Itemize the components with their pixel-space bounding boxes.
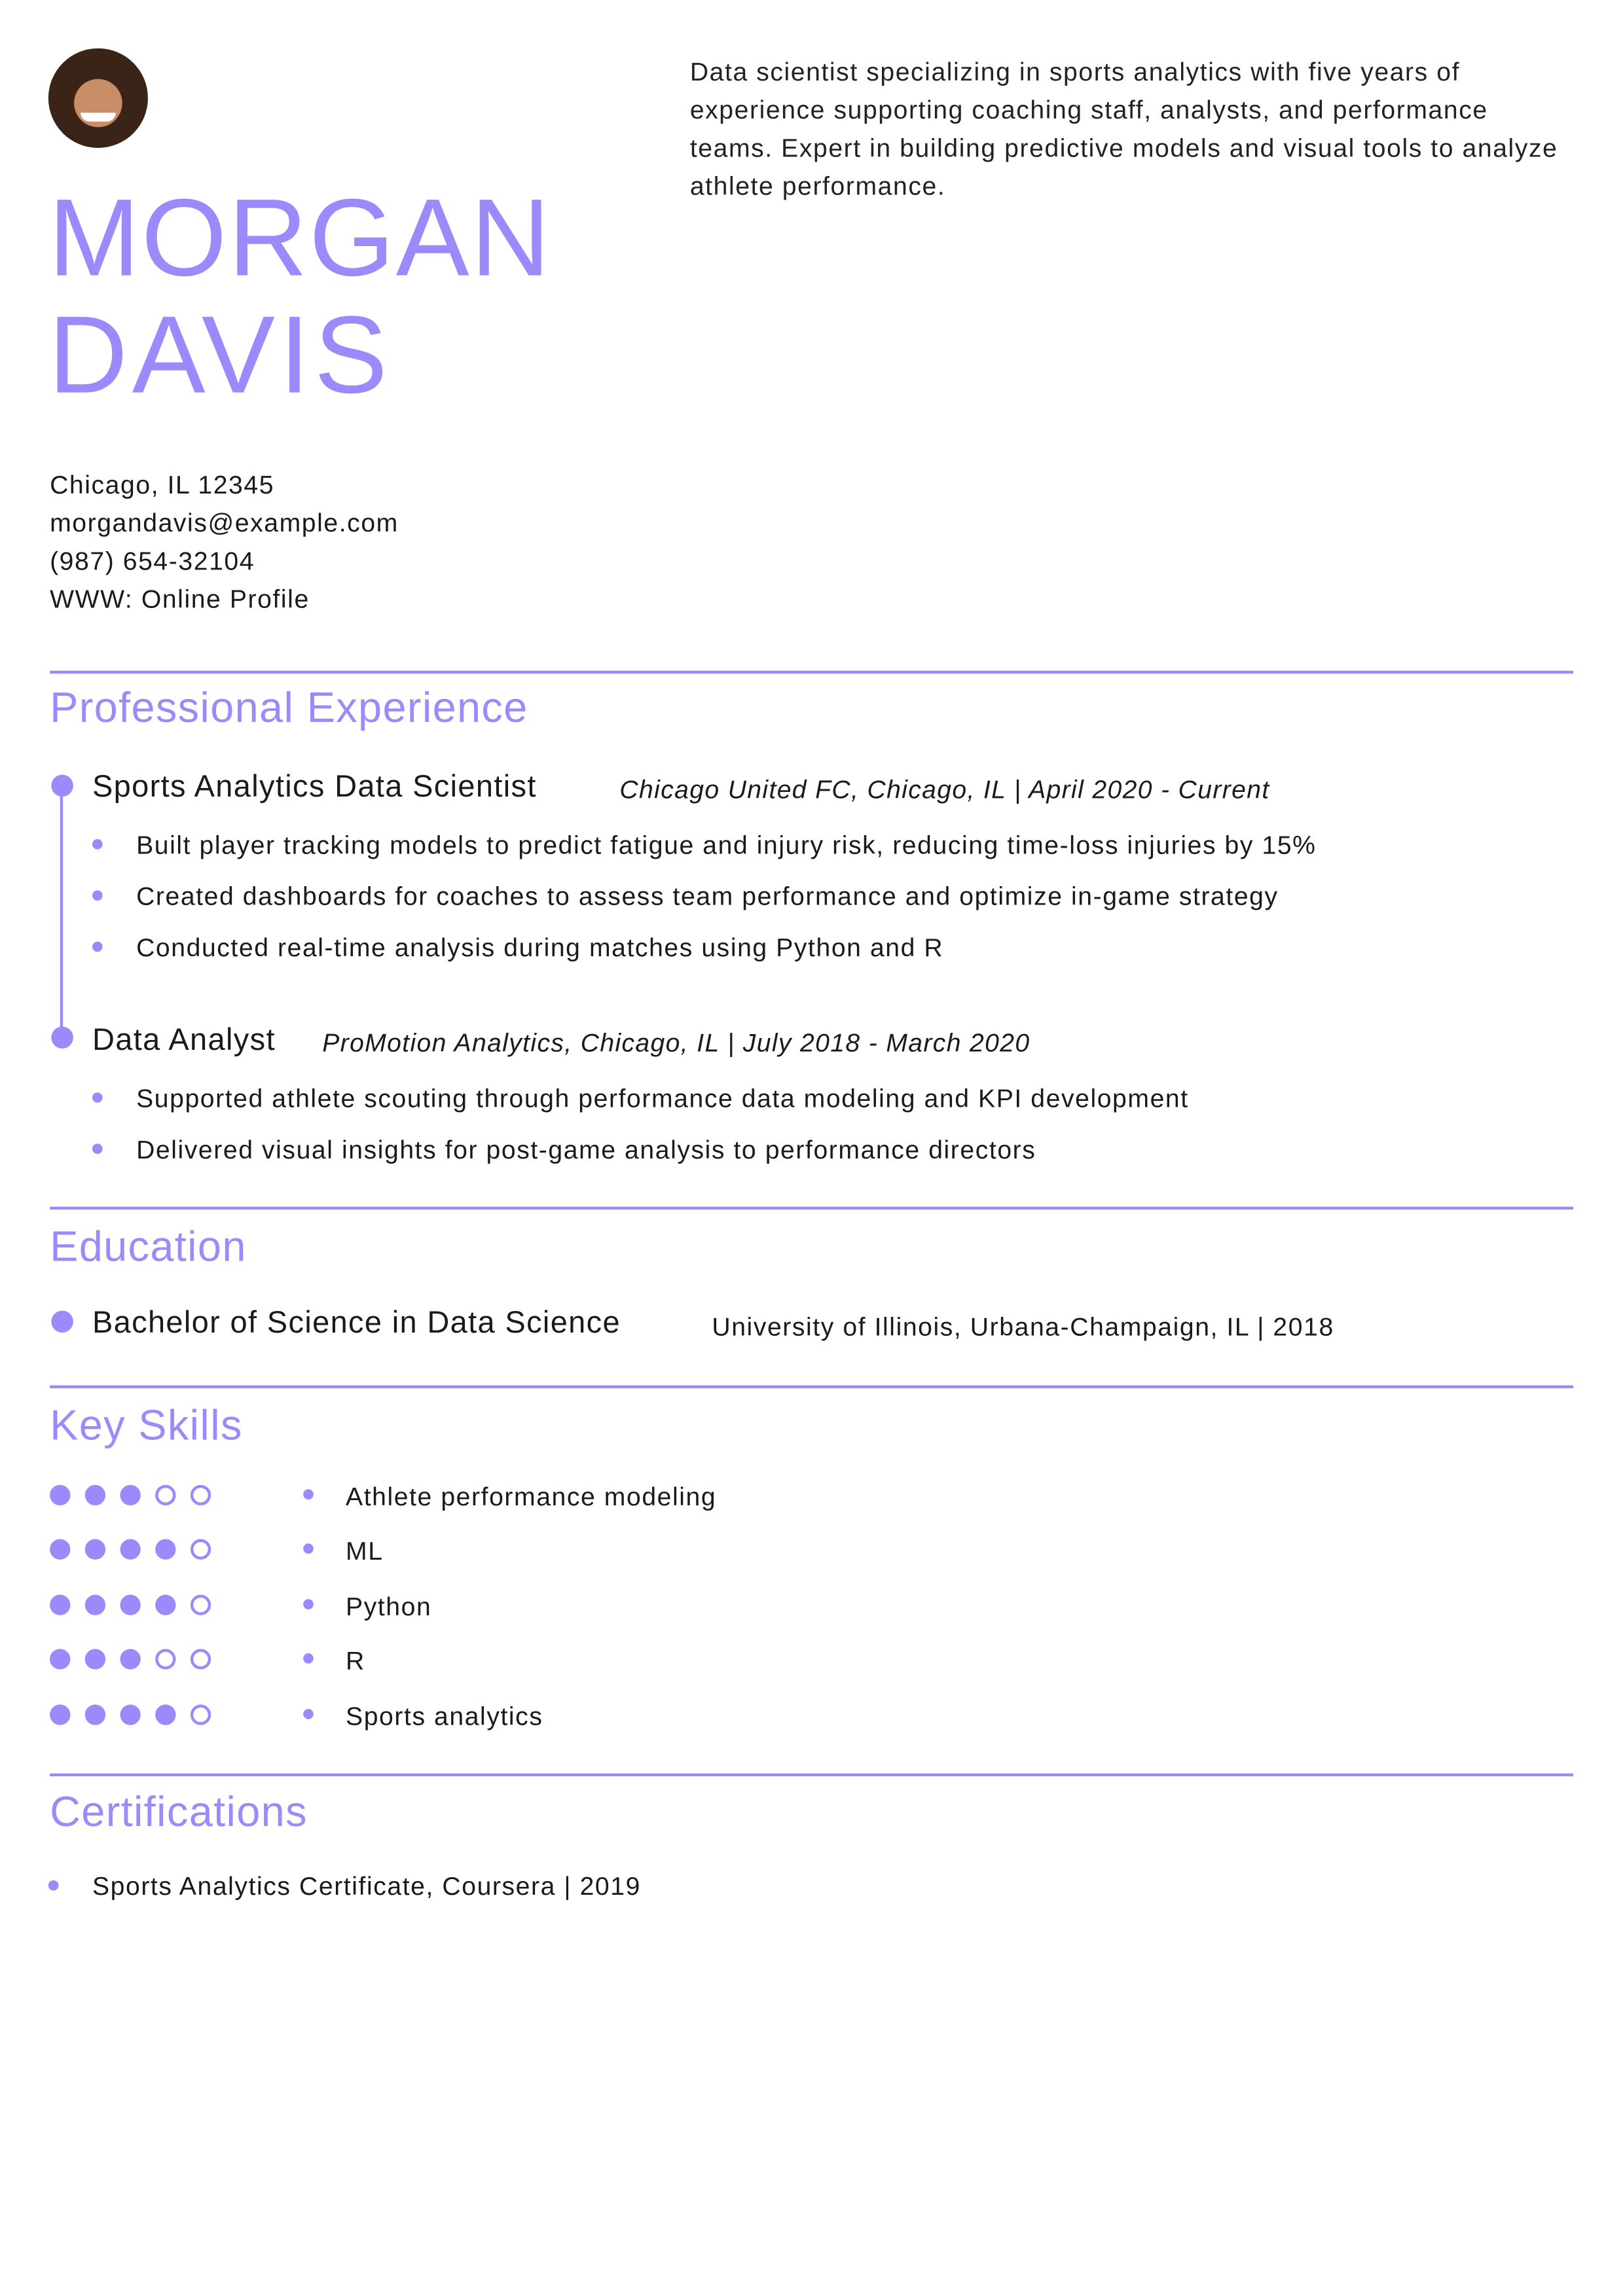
skill-dot-filled <box>155 1704 176 1725</box>
divider <box>50 1206 1573 1210</box>
skill-dot-filled <box>50 1649 71 1670</box>
skill-name: Sports analytics <box>346 1701 543 1731</box>
skill-name: Python <box>346 1592 432 1621</box>
summary: Data scientist specializing in sports an… <box>689 57 1558 201</box>
education-heading: Education <box>50 1224 247 1272</box>
certification-item: Sports Analytics Certificate, Coursera |… <box>92 1871 641 1901</box>
degree: Bachelor of Science in Data Science <box>92 1306 621 1340</box>
job-bullet: Created dashboards for coaches to assess… <box>136 881 1279 911</box>
skill-dot-filled <box>120 1704 141 1725</box>
skill-dot-filled <box>50 1484 71 1506</box>
job-meta: ProMotion Analytics, Chicago, IL | July … <box>322 1028 1030 1058</box>
bullet-icon <box>92 839 103 850</box>
skill-dot-filled <box>84 1539 106 1560</box>
skill-dot-filled <box>155 1539 176 1560</box>
contact-address: Chicago, IL 12345 <box>50 470 275 499</box>
last-name: DAVIS <box>48 293 392 416</box>
skill-dot-filled <box>120 1539 141 1560</box>
job-bullet: Supported athlete scouting through perfo… <box>136 1083 1189 1113</box>
avatar <box>48 48 148 148</box>
job-meta: Chicago United FC, Chicago, IL | April 2… <box>619 774 1270 804</box>
bullet-icon <box>92 1092 103 1103</box>
skill-dot-empty <box>155 1484 176 1506</box>
skill-dot-filled <box>50 1594 71 1615</box>
job-title: Data Analyst <box>92 1023 276 1058</box>
skill-dot-empty <box>190 1594 211 1615</box>
skill-dot-filled <box>120 1594 141 1615</box>
skill-dot-empty <box>190 1704 211 1725</box>
bullet-icon <box>92 890 103 901</box>
contact-email[interactable]: morgandavis@example.com <box>50 508 399 538</box>
bullet-icon <box>303 1543 314 1554</box>
skill-dot-filled <box>120 1649 141 1670</box>
bullet-icon <box>303 1599 314 1609</box>
skill-dot-filled <box>84 1704 106 1725</box>
skill-name: Athlete performance modeling <box>346 1482 717 1511</box>
job-bullet: Built player tracking models to predict … <box>136 830 1317 860</box>
skill-dot-filled <box>84 1649 106 1670</box>
skill-dot-empty <box>190 1539 211 1560</box>
job-title: Sports Analytics Data Scientist <box>92 770 537 804</box>
skill-dot-filled <box>50 1539 71 1560</box>
bullet-icon <box>92 1143 103 1155</box>
divider <box>50 670 1573 674</box>
first-name: MORGAN <box>48 175 552 299</box>
divider <box>50 1773 1573 1776</box>
divider <box>50 1385 1573 1389</box>
skill-dot-empty <box>190 1649 211 1670</box>
skill-dot-filled <box>84 1594 106 1615</box>
school: University of Illinois, Urbana-Champaign… <box>712 1312 1334 1342</box>
skill-dot-filled <box>50 1704 71 1725</box>
skill-name: ML <box>346 1536 384 1566</box>
contact-phone: (987) 654-32104 <box>50 546 255 576</box>
degree-dot <box>51 1310 73 1333</box>
skill-dot-empty <box>155 1649 176 1670</box>
skill-dot-filled <box>120 1484 141 1506</box>
bullet-icon <box>48 1880 59 1891</box>
job-bullet: Delivered visual insights for post-game … <box>136 1134 1036 1164</box>
skill-dot-filled <box>155 1594 176 1615</box>
contact-website[interactable]: WWW: Online Profile <box>50 584 310 614</box>
skills-heading: Key Skills <box>50 1403 243 1450</box>
job-dot <box>51 1026 73 1049</box>
bullet-icon <box>303 1709 314 1719</box>
job-bullet: Conducted real-time analysis during matc… <box>136 933 944 962</box>
timeline-line <box>60 785 64 1037</box>
skill-dot-filled <box>84 1484 106 1506</box>
bullet-icon <box>303 1489 314 1500</box>
bullet-icon <box>303 1653 314 1664</box>
skill-dot-empty <box>190 1484 211 1506</box>
skill-name: R <box>346 1645 365 1676</box>
job-dot <box>51 774 73 797</box>
bullet-icon <box>92 941 103 952</box>
certifications-heading: Certifications <box>50 1789 308 1837</box>
experience-heading: Professional Experience <box>50 685 528 732</box>
